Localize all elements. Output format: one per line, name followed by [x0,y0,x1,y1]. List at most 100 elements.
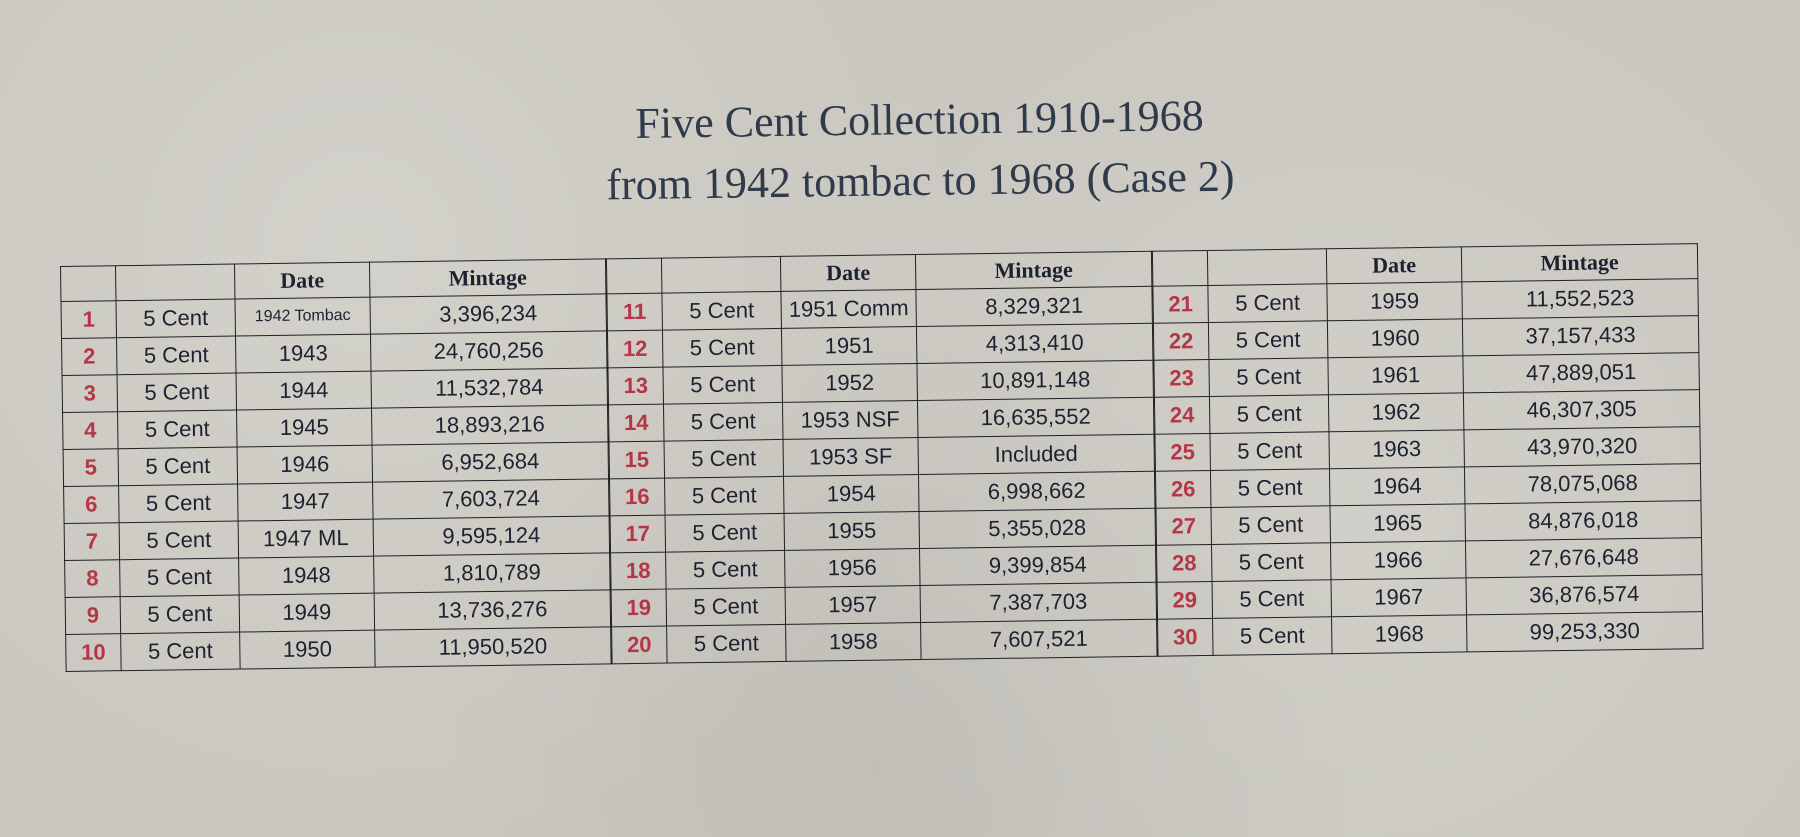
mintage-table: Date Mintage 1 5 Cent 1942 Tombac 3,396,234 2 5… [60,243,1711,672]
mintage-cell: 11,950,520 [374,626,612,668]
mintage-cell: 4,313,410 [916,323,1153,364]
date-cell: 1954 [783,474,920,514]
date-cell: 1952 [781,363,918,403]
mintage-cell: 27,676,648 [1465,537,1702,578]
header-date: Date [1326,246,1462,284]
date-cell: 1963 [1328,429,1465,469]
item-number: 15 [609,441,665,479]
item-number: 12 [607,330,663,368]
item-number: 27 [1155,507,1212,546]
item-number: 30 [1157,618,1214,657]
date-cell: 1967 [1331,577,1467,617]
header-mintage: Mintage [915,251,1152,290]
mintage-cell: 47,889,051 [1462,352,1700,393]
item-number: 23 [1153,359,1210,398]
item-number: 28 [1156,544,1213,583]
header-number [60,265,116,302]
mintage-cell: 84,876,018 [1464,500,1702,541]
item-number: 20 [611,626,668,664]
item-number: 17 [610,515,666,553]
item-number: 9 [65,596,121,635]
denomination-cell: 5 Cent [665,513,785,553]
denomination-cell: 5 Cent [118,484,239,523]
denomination-cell: 5 Cent [116,336,237,375]
mintage-cell: 6,998,662 [918,471,1155,512]
denomination-cell: 5 Cent [120,595,240,634]
header-mintage: Mintage [369,258,606,298]
date-cell: 1953 SF [782,437,919,477]
date-cell: 1955 [784,511,920,551]
item-number: 13 [607,367,664,405]
mintage-cell: 7,603,724 [372,478,610,520]
header-number [606,258,662,294]
date-cell: 1968 [1331,614,1468,654]
date-cell: 1942 Tombac [234,297,371,337]
denomination-cell: 5 Cent [1209,431,1330,471]
item-number: 22 [1153,322,1209,361]
item-number: 18 [610,552,667,590]
date-cell: 1962 [1328,392,1464,432]
date-cell: 1950 [239,630,376,670]
denomination-cell: 5 Cent [115,299,236,338]
date-cell: 1960 [1327,318,1463,358]
denomination-cell: 5 Cent [1212,579,1332,619]
denomination-cell: 5 Cent [1211,542,1332,582]
denomination-cell: 5 Cent [663,402,783,442]
header-mintage: Mintage [1461,243,1698,282]
denomination-cell: 5 Cent [119,558,240,597]
denomination-cell: 5 Cent [1210,505,1331,545]
mintage-cell: 11,552,523 [1461,278,1699,319]
denomination-cell: 5 Cent [665,550,786,590]
date-cell: 1945 [236,408,373,448]
denomination-cell: 5 Cent [666,587,786,627]
item-number: 10 [65,633,122,672]
date-cell: 1948 [238,556,375,596]
date-cell: 1961 [1327,355,1464,395]
mintage-cell: 7,387,703 [920,582,1157,623]
denomination-cell: 5 Cent [661,291,782,331]
title-block: Five Cent Collection 1910-1968 from 1942… [419,83,1421,219]
date-cell: 1959 [1326,281,1463,321]
item-number: 6 [63,485,120,524]
mintage-cell: 46,307,305 [1463,389,1700,430]
date-cell: 1943 [235,334,371,374]
table-panel-3: Date Mintage 21 5 Cent 1959 11,552,523 22 5 Cen… [1152,243,1704,657]
item-number: 2 [61,337,118,376]
denomination-cell: 5 Cent [662,365,783,405]
table-panels: Date Mintage 1 5 Cent 1942 Tombac 3,396,234 2 5… [60,243,1711,672]
denomination-cell: 5 Cent [117,410,238,449]
table-row: 20 5 Cent 1958 7,607,521 [611,619,1158,664]
date-cell: 1946 [237,445,373,485]
item-number: 7 [64,522,120,561]
item-number: 4 [62,411,119,450]
denomination-cell: 5 Cent [117,373,237,412]
header-date: Date [780,254,916,292]
date-cell: 1951 [781,326,917,366]
date-cell: 1957 [785,585,921,625]
item-number: 25 [1154,433,1211,472]
table-panel-2: Date Mintage 11 5 Cent 1951 Comm 8,329,321 12 5… [606,251,1158,665]
mintage-cell: 9,595,124 [373,515,610,557]
header-number [1152,250,1208,287]
mintage-cell: 6,952,684 [372,441,609,483]
header-denomination [115,264,235,301]
item-number: 26 [1155,470,1211,509]
item-number: 8 [64,559,121,598]
date-cell: 1956 [784,548,921,588]
item-number: 29 [1157,581,1213,620]
table-panel-1: Date Mintage 1 5 Cent 1942 Tombac 3,396,234 2 5… [60,258,612,672]
date-cell: 1964 [1329,466,1465,506]
mintage-cell: 43,970,320 [1463,426,1701,467]
mintage-cell: 8,329,321 [915,286,1153,327]
mintage-cell: 10,891,148 [916,360,1154,401]
date-cell: 1953 NSF [782,400,918,440]
mintage-cell: 78,075,068 [1464,463,1701,504]
denomination-cell: 5 Cent [119,521,239,560]
date-cell: 1951 Comm [780,289,917,329]
denomination-cell: 5 Cent [1212,616,1333,656]
date-cell: 1965 [1329,503,1466,543]
item-number: 19 [611,589,667,627]
mintage-cell: 13,736,276 [374,589,611,631]
mintage-cell: 36,876,574 [1465,574,1703,615]
